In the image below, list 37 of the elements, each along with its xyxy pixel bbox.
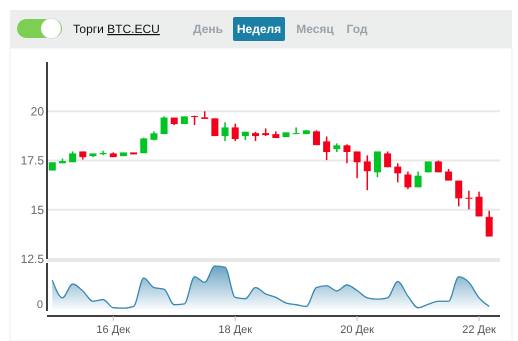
candlestick <box>140 136 148 154</box>
candlestick <box>323 136 330 161</box>
candlestick <box>150 130 158 142</box>
candlestick <box>434 160 442 174</box>
x-tick-label: 20 Дек <box>340 324 374 336</box>
x-tick-label: 22 Дек <box>462 324 496 336</box>
candlestick <box>364 154 371 191</box>
candlestick <box>486 210 493 238</box>
candlestick <box>465 190 472 210</box>
text: День <box>193 22 223 36</box>
candlestick <box>354 150 361 179</box>
candlestick <box>191 114 198 126</box>
candlestick <box>232 122 239 142</box>
y-tick-label: 17.5 <box>20 154 44 168</box>
text: 0 <box>36 299 43 311</box>
candlestick <box>222 122 229 142</box>
candlestick <box>404 170 412 190</box>
candlestick <box>252 130 260 142</box>
candlestick <box>455 180 462 208</box>
text: Год <box>346 22 368 36</box>
text: Неделя <box>236 22 282 36</box>
x-tick-label: 16 Дек <box>96 324 130 336</box>
x-tick-label: 18 Дек <box>218 324 252 336</box>
y-tick-label: 20 <box>30 104 44 118</box>
candlestick <box>394 162 402 184</box>
chart-title: Торги BTC.ECU <box>73 22 160 36</box>
candlestick <box>312 130 320 146</box>
candlestick <box>69 150 76 164</box>
text: Месяц <box>296 22 334 36</box>
candlestick <box>476 190 483 218</box>
y-tick-label: 12.5 <box>20 252 44 266</box>
candlestick <box>160 116 168 135</box>
candlestick <box>384 150 392 168</box>
y-tick-label: 15 <box>30 202 44 217</box>
candlestick <box>414 170 422 188</box>
candlestick <box>374 150 381 178</box>
candlestick <box>343 144 350 164</box>
